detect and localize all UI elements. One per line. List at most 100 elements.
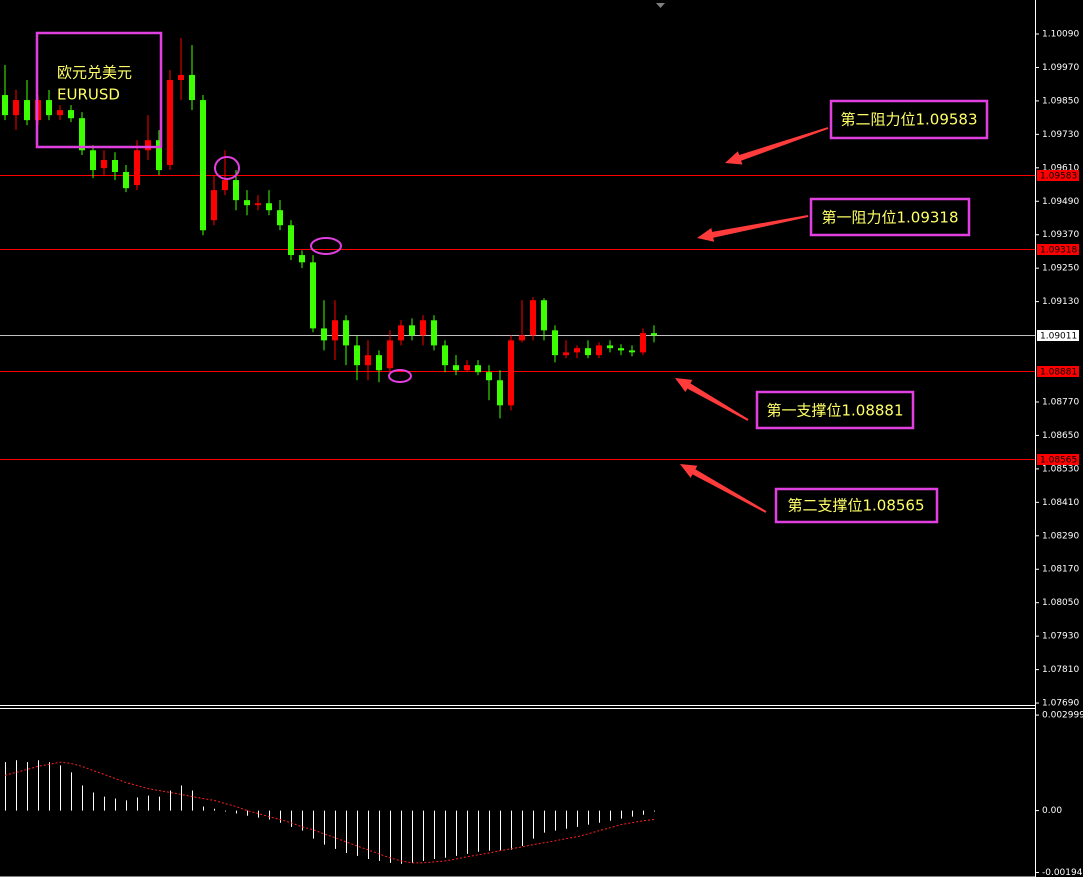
candle-body [24,100,30,121]
chart-subtitle: EURUSD [57,86,120,104]
candle-body [68,110,74,119]
candle-body [552,330,558,356]
y-tick-label: 1.09610 [1042,163,1079,173]
candle-body [343,320,349,346]
candle-body [398,325,404,341]
level-label-bg [1037,244,1079,255]
signal-line [4,761,655,864]
annotation-text: 第一支撑位1.08881 [766,402,903,420]
annotation-box [809,197,971,237]
candle-body [222,180,228,191]
candle-body [90,150,96,171]
title-box [35,31,163,149]
candle-body [145,140,151,151]
y-tick-label: 0.002999 [1042,711,1083,721]
y-tick-label: 1.07690 [1042,699,1079,709]
shift-marker [656,3,665,8]
candle-body [497,380,503,406]
candle-body [640,333,646,353]
candle-body [354,345,360,366]
level-label-bg [1037,454,1079,465]
y-tick-label: 1.09970 [1042,63,1079,73]
candle-body [178,74,184,81]
candle-body [46,100,52,116]
highlight-circle [310,237,342,255]
level-label: 1.09583 [1040,172,1077,182]
chart-title: 欧元兑美元 [57,64,132,82]
level-label-bg [1037,366,1079,377]
candle-body [607,345,613,349]
candle-body [79,118,85,151]
candle-body [57,110,63,116]
candle-body [244,200,250,206]
annotation-box [774,487,939,524]
arrow [675,378,749,421]
candle-body [420,320,426,336]
candle-body [376,355,382,371]
y-tick-label: 1.08770 [1042,397,1079,407]
level-label: 1.08881 [1040,368,1077,378]
candle-body [233,180,239,201]
candle-body [464,365,470,371]
candle-body [508,340,514,406]
candle-body [277,210,283,226]
candle-body [585,348,591,356]
candle-body [431,320,437,346]
highlight-circle [388,369,412,383]
y-tick-label: 1.09370 [1042,230,1079,240]
annotation-box [755,390,915,430]
candle-body [189,74,195,101]
y-tick-label: 1.09250 [1042,264,1079,274]
candle-body [321,328,327,341]
candle-body [288,225,294,256]
candle-body [475,365,481,373]
y-tick-label: 1.09130 [1042,297,1079,307]
candle-body [530,300,536,336]
candle-body [486,372,492,381]
candle-body [387,340,393,369]
candle-body [574,348,580,353]
candle-body [519,335,525,341]
candle-body [299,255,305,263]
arrow [680,464,767,513]
candle-body [2,95,8,116]
candle-body [200,100,206,231]
candle-body [618,348,624,351]
arrow [697,215,809,242]
y-tick-label: 1.07810 [1042,665,1079,675]
candle-body [365,355,371,366]
candle-body [134,150,140,186]
level-label-bg [1037,170,1079,181]
y-tick-label: 1.08050 [1042,598,1079,608]
candle-body [651,333,657,336]
candle-body [453,365,459,371]
y-tick-label: 1.09490 [1042,197,1079,207]
y-tick-label: 1.08410 [1042,498,1079,508]
y-tick-label: 1.08170 [1042,565,1079,575]
candle-body [266,203,272,211]
candle-body [156,140,162,171]
macd-panel: 0.002999 0.00 -0.001942 [4,711,1083,877]
candle-body [167,80,173,166]
y-tick-label: 0.00 [1042,806,1062,816]
annotation-text: 第二阻力位1.09583 [840,111,977,129]
candle-body [101,160,107,169]
candle-body [112,160,118,172]
candle-body [123,171,129,189]
candle-body [629,350,635,353]
candle-body [13,100,19,116]
y-tick-label: 1.08650 [1042,431,1079,441]
highlight-circle [214,156,240,180]
candle-body [332,320,338,341]
level-label: 1.08565 [1040,456,1077,466]
candle-body [310,262,316,329]
candle-body [541,300,547,331]
candle-body [211,190,217,221]
candle-body [442,345,448,366]
candle-body [596,345,602,356]
arrow [725,127,829,165]
y-tick-label: 1.09850 [1042,96,1079,106]
y-tick-label: 1.10090 [1042,30,1079,40]
